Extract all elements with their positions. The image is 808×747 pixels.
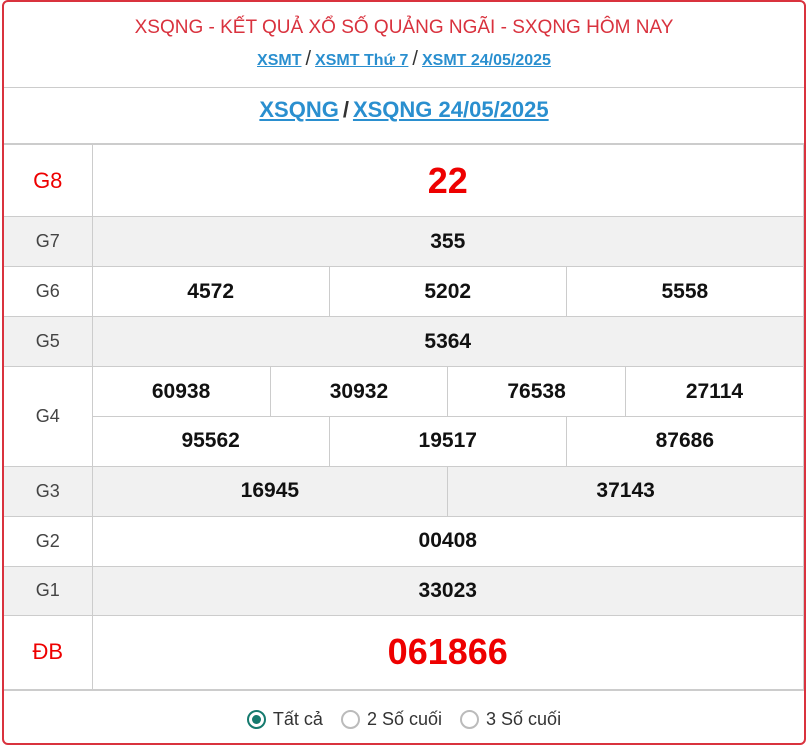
- row-g5: G5 5364: [4, 316, 804, 367]
- header: XSQNG - KẾT QUẢ XỔ SỐ QUẢNG NGÃI - SXQNG…: [4, 2, 804, 88]
- radio-checked-icon[interactable]: [246, 709, 266, 729]
- link-xsqng[interactable]: XSQNG: [259, 97, 339, 122]
- prize-number: 5558: [565, 267, 803, 316]
- prize-number: 5364: [91, 316, 804, 367]
- row-g8: G8 22: [4, 144, 804, 217]
- separator: /: [342, 97, 349, 122]
- crumb-xsmt[interactable]: XSMT: [257, 52, 302, 69]
- prize-label: G1: [4, 565, 93, 616]
- prize-number: 95562: [181, 429, 240, 453]
- sub-breadcrumb: XSQNG / XSQNG 24/05/2025: [4, 88, 804, 144]
- crumb-xsmt-thu7[interactable]: XSMT Thứ 7: [315, 52, 409, 69]
- prize-label: G6: [4, 266, 93, 317]
- filter-all[interactable]: Tất cả: [246, 709, 323, 730]
- prize-label: G7: [4, 216, 93, 267]
- prize-number: 60938: [151, 379, 211, 403]
- row-g3: G3 16945 37143: [4, 465, 804, 517]
- radio-unchecked-icon[interactable]: [460, 709, 480, 729]
- radio-unchecked-icon[interactable]: [340, 709, 360, 729]
- filter-last-2[interactable]: 2 Số cuối: [340, 709, 442, 730]
- prize-number: 76538: [447, 367, 626, 416]
- crumb-xsmt-date[interactable]: XSMT 24/05/2025: [421, 52, 551, 69]
- prize-label: G8: [4, 144, 93, 217]
- prize-number: 37143: [447, 466, 803, 516]
- prize-number: 355: [91, 216, 804, 267]
- link-xsqng-date[interactable]: XSQNG 24/05/2025: [352, 97, 549, 122]
- prize-number: 27114: [624, 367, 803, 416]
- results-table: G8 22 G7 355 G6 4572 5202 5558 G5 5364 G4 6093…: [4, 144, 804, 690]
- prize-number: 22: [91, 144, 804, 217]
- prize-number: 33023: [91, 565, 804, 616]
- prize-label: G5: [4, 316, 93, 367]
- row-g6: G6 4572 5202 5558: [4, 266, 804, 317]
- row-g7: G7 355: [4, 216, 804, 267]
- row-db: ĐB 061866: [4, 614, 804, 690]
- breadcrumb: XSMT / XSMT Thứ 7/XSMT 24/05/2025: [4, 48, 804, 71]
- row-g4: G4 60938 30932 76538 27114 95562 19517 87686: [4, 366, 804, 467]
- prize-label: G4: [4, 366, 93, 467]
- prize-number: 00408: [91, 515, 804, 567]
- separator: /: [412, 48, 418, 70]
- prize-label: ĐB: [4, 614, 93, 690]
- prize-number: 87686: [565, 416, 803, 466]
- special-prize-number: 061866: [91, 614, 804, 690]
- row-g1: G1 33023: [4, 565, 804, 616]
- prize-label: G2: [4, 515, 93, 567]
- digit-filter: Tất cả 2 Số cuối 3 Số cuối: [4, 689, 804, 744]
- prize-number: 4572: [187, 279, 235, 303]
- prize-number: 30932: [269, 367, 448, 416]
- prize-number: 16945: [92, 466, 448, 516]
- row-g2: G2 00408: [4, 515, 804, 567]
- page-title: XSQNG - KẾT QUẢ XỔ SỐ QUẢNG NGÃI - SXQNG…: [134, 17, 674, 38]
- prize-label: G3: [4, 465, 93, 517]
- prize-number: 5202: [328, 267, 567, 316]
- filter-last-3[interactable]: 3 Số cuối: [460, 709, 561, 730]
- prize-number: 19517: [328, 416, 567, 466]
- separator: /: [305, 48, 312, 70]
